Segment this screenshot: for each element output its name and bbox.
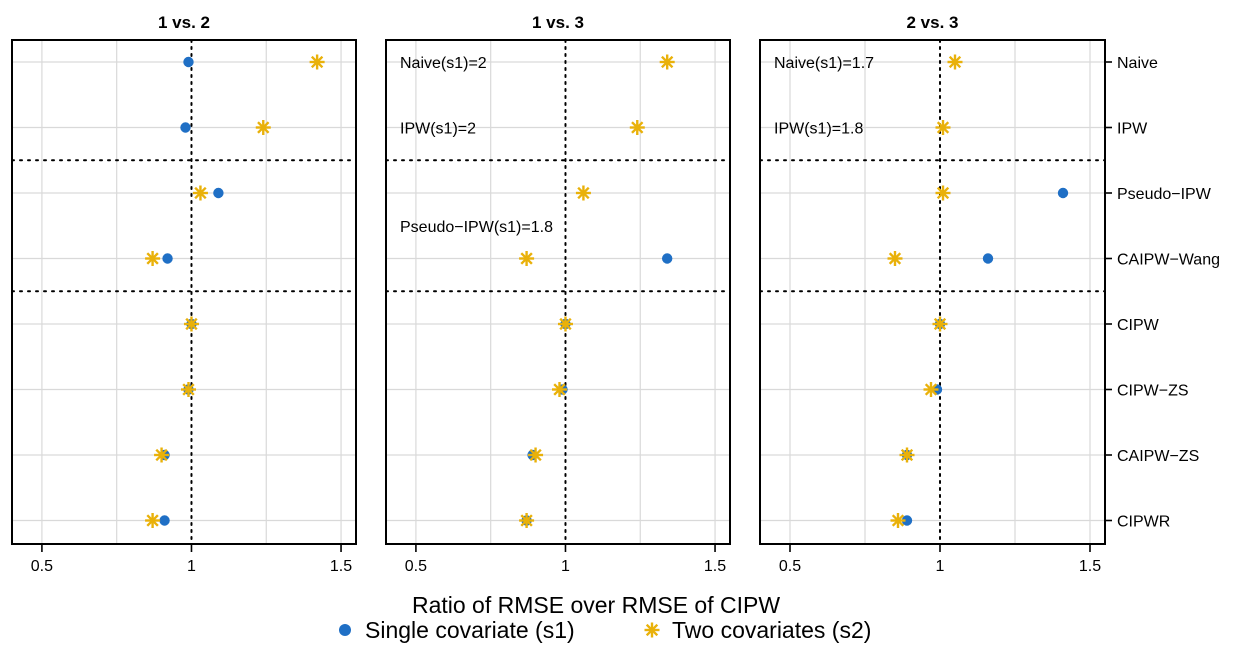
point-s2-naive: [309, 54, 325, 70]
point-s2-caipw-zs: [154, 447, 170, 463]
point-s1-cipwr: [901, 515, 913, 526]
point-s1-pseudo-ipw: [1057, 187, 1069, 199]
point-s2-ipw: [629, 120, 645, 135]
legend: Single covariate (s1) Two covariates (s2): [339, 617, 871, 643]
point-s2-cipwr: [519, 513, 535, 528]
x-tick-label: 0.5: [31, 558, 53, 575]
point-s2-cipw: [932, 316, 948, 332]
x-axis-label: Ratio of RMSE over RMSE of CIPW: [412, 592, 780, 618]
method-label-cipwr: CIPWR: [1117, 514, 1170, 531]
point-s1-pseudo-ipw: [213, 187, 224, 199]
panel-frame: [759, 39, 1106, 545]
annotation-naive: Naive(s1)=2: [400, 55, 487, 72]
point-s2-pseudo-ipw: [192, 185, 208, 201]
method-labels: Naive IPW Pseudo−IPW CAIPW−Wang CIPW CIPW−ZS C…: [1105, 55, 1220, 531]
point-s2-cipw: [557, 316, 573, 332]
point-s2-cipw: [183, 316, 199, 332]
panel-frame: [385, 39, 731, 545]
method-label-naive: Naive: [1117, 55, 1158, 72]
x-tick-label: 1: [561, 558, 570, 575]
annotation-naive: Naive(s1)=1.7: [774, 55, 874, 72]
x-tick-label: 1: [936, 558, 945, 575]
point-s1-ipw: [180, 122, 191, 133]
point-s2-cipwr: [145, 513, 161, 528]
point-s2-cipw-zs: [180, 382, 196, 397]
point-s2-pseudo-ipw: [575, 185, 591, 201]
annotation-ipw: IPW(s1)=1.8: [774, 121, 863, 138]
x-tick-label: 1.5: [1079, 558, 1101, 575]
x-tick-label: 1.5: [330, 558, 352, 575]
x-tick-label: 1: [187, 558, 196, 575]
point-s2-caipw-zs: [899, 447, 915, 463]
point-s1-caipw-wang: [982, 253, 994, 264]
x-tick-label: 0.5: [405, 558, 427, 575]
point-s1-cipwr: [159, 515, 170, 526]
legend-s2-label: Two covariates (s2): [672, 617, 871, 643]
panel-title: 1 vs. 2: [158, 13, 210, 32]
point-s2-naive: [659, 54, 675, 70]
point-s2-pseudo-ipw: [935, 185, 951, 201]
point-s2-caipw-wang: [145, 251, 161, 266]
method-label-ipw: IPW: [1117, 121, 1148, 138]
x-tick-label: 1.5: [704, 558, 726, 575]
panel-title: 2 vs. 3: [907, 13, 959, 32]
point-s2-naive: [947, 54, 963, 70]
point-s2-caipw-wang: [887, 251, 903, 266]
point-s1-naive: [183, 56, 194, 68]
point-s2-cipw-zs: [923, 382, 939, 397]
legend-s1-label: Single covariate (s1): [365, 617, 575, 643]
panel-title: 1 vs. 3: [532, 13, 584, 32]
method-label-pseudo-ipw: Pseudo−IPW: [1117, 186, 1212, 203]
point-s1-caipw-wang: [162, 253, 173, 264]
panel-2-vs-3: 2 vs. 3 Naive(s1)=1.7 IPW(s1)=1.8 0.5 1 1.5: [759, 13, 1106, 575]
point-s2-ipw: [935, 120, 951, 135]
gridlines: [12, 40, 356, 544]
legend-s2-marker: [644, 622, 660, 638]
point-s2-cipwr: [890, 513, 906, 528]
gridlines: [386, 40, 730, 544]
annotation-ipw: IPW(s1)=2: [400, 121, 476, 138]
gridlines: [760, 40, 1105, 544]
method-label-caipw-zs: CAIPW−ZS: [1117, 448, 1199, 465]
x-tick-label: 0.5: [779, 558, 801, 575]
point-s2-caipw-zs: [528, 447, 544, 463]
point-s1-caipw-wang: [661, 253, 673, 264]
panel-1-vs-3: 1 vs. 3 Naive(s1)=2 IPW(s1)=2 Pseudo−IPW(s1…: [385, 13, 731, 575]
legend-s1-marker: [339, 624, 351, 636]
point-s2-cipw-zs: [551, 382, 567, 397]
method-label-caipw-wang: CAIPW−Wang: [1117, 252, 1220, 269]
method-label-cipw-zs: CIPW−ZS: [1117, 383, 1189, 400]
method-label-cipw: CIPW: [1117, 317, 1160, 334]
panels: 1 vs. 2 0.5 1 1.5 1 vs. 3 Naive(s1)=2 IPW(s1)=…: [11, 13, 1106, 575]
panel-frame: [11, 39, 357, 545]
point-s2-caipw-wang: [519, 251, 535, 266]
panel-1-vs-2: 1 vs. 2 0.5 1 1.5: [11, 13, 357, 575]
annotation-pseudo-ipw: Pseudo−IPW(s1)=1.8: [400, 219, 553, 236]
point-s2-ipw: [255, 120, 271, 135]
